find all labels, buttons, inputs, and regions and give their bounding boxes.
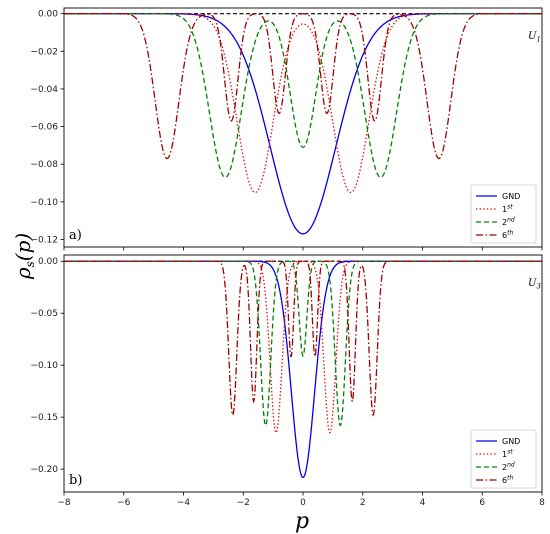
panel-label: b) bbox=[69, 473, 82, 488]
x-tick-label: 0 bbox=[300, 498, 306, 508]
y-tick-label: −0.15 bbox=[30, 413, 58, 423]
y-tick-label: −0.02 bbox=[30, 47, 58, 57]
potential-label: U1 bbox=[528, 31, 541, 44]
series-line-gnd bbox=[64, 13, 542, 235]
y-axis-label: ρs(p) bbox=[11, 233, 37, 280]
y-tick-label: 0.00 bbox=[38, 10, 58, 20]
legend-entry: GND bbox=[502, 192, 520, 201]
y-tick-label: 0.00 bbox=[38, 257, 58, 267]
series-line-1st bbox=[64, 260, 542, 434]
legend-entry: 1st bbox=[502, 449, 513, 460]
legend: GND 1st 2nd 6th bbox=[470, 184, 537, 244]
x-axis-label: p bbox=[295, 509, 309, 534]
panel-a: 0.00 −0.02 −0.04 −0.06 −0.08 −0.10 −0.12 U1 a) GN… bbox=[30, 7, 543, 251]
x-tick-label: 2 bbox=[360, 498, 366, 508]
y-tick-label: −0.06 bbox=[30, 123, 58, 133]
x-tick-label: −2 bbox=[237, 498, 250, 508]
legend-entry: 2nd bbox=[502, 217, 515, 228]
legend-frame bbox=[470, 184, 537, 244]
x-tick-label: 8 bbox=[539, 498, 545, 508]
y-tick-label: −0.10 bbox=[30, 198, 58, 208]
y-tick-label: −0.08 bbox=[30, 160, 58, 170]
axes-frame bbox=[63, 254, 543, 493]
series-line-1st bbox=[64, 13, 542, 194]
series-line-2nd bbox=[64, 260, 542, 427]
axes-frame bbox=[63, 7, 543, 248]
y-tick-label: −0.12 bbox=[30, 235, 58, 245]
panel-label: a) bbox=[69, 228, 82, 243]
x-tick-label: 6 bbox=[479, 498, 485, 508]
y-tick-label: −0.05 bbox=[30, 309, 58, 319]
series-line-6th bbox=[64, 13, 542, 160]
series-line-6th bbox=[64, 260, 542, 417]
x-tick-label: −8 bbox=[57, 498, 71, 508]
series-line-gnd bbox=[64, 260, 542, 479]
panel-b: −8 −6 −4 −2 0 2 4 6 8 0.00 −0.05 −0.10 −0.15 −0.20 U3 b… bbox=[30, 254, 545, 508]
legend: GND 1st 2nd 6th bbox=[470, 429, 537, 489]
legend-entry: GND bbox=[502, 437, 520, 446]
potential-label: U3 bbox=[528, 278, 541, 291]
legend-entry: 6th bbox=[502, 230, 513, 241]
legend-entry: 1st bbox=[502, 204, 513, 215]
x-tick-label: 4 bbox=[420, 498, 426, 508]
y-tick-label: −0.10 bbox=[30, 361, 58, 371]
x-tick-label: −6 bbox=[117, 498, 131, 508]
y-tick-label: −0.20 bbox=[30, 465, 58, 475]
legend-frame bbox=[470, 429, 537, 489]
series-line-2nd bbox=[64, 13, 542, 179]
legend-entry: 2nd bbox=[502, 462, 515, 473]
y-tick-label: −0.04 bbox=[30, 85, 58, 95]
legend-entry: 6th bbox=[502, 475, 513, 486]
x-tick-label: −4 bbox=[177, 498, 191, 508]
